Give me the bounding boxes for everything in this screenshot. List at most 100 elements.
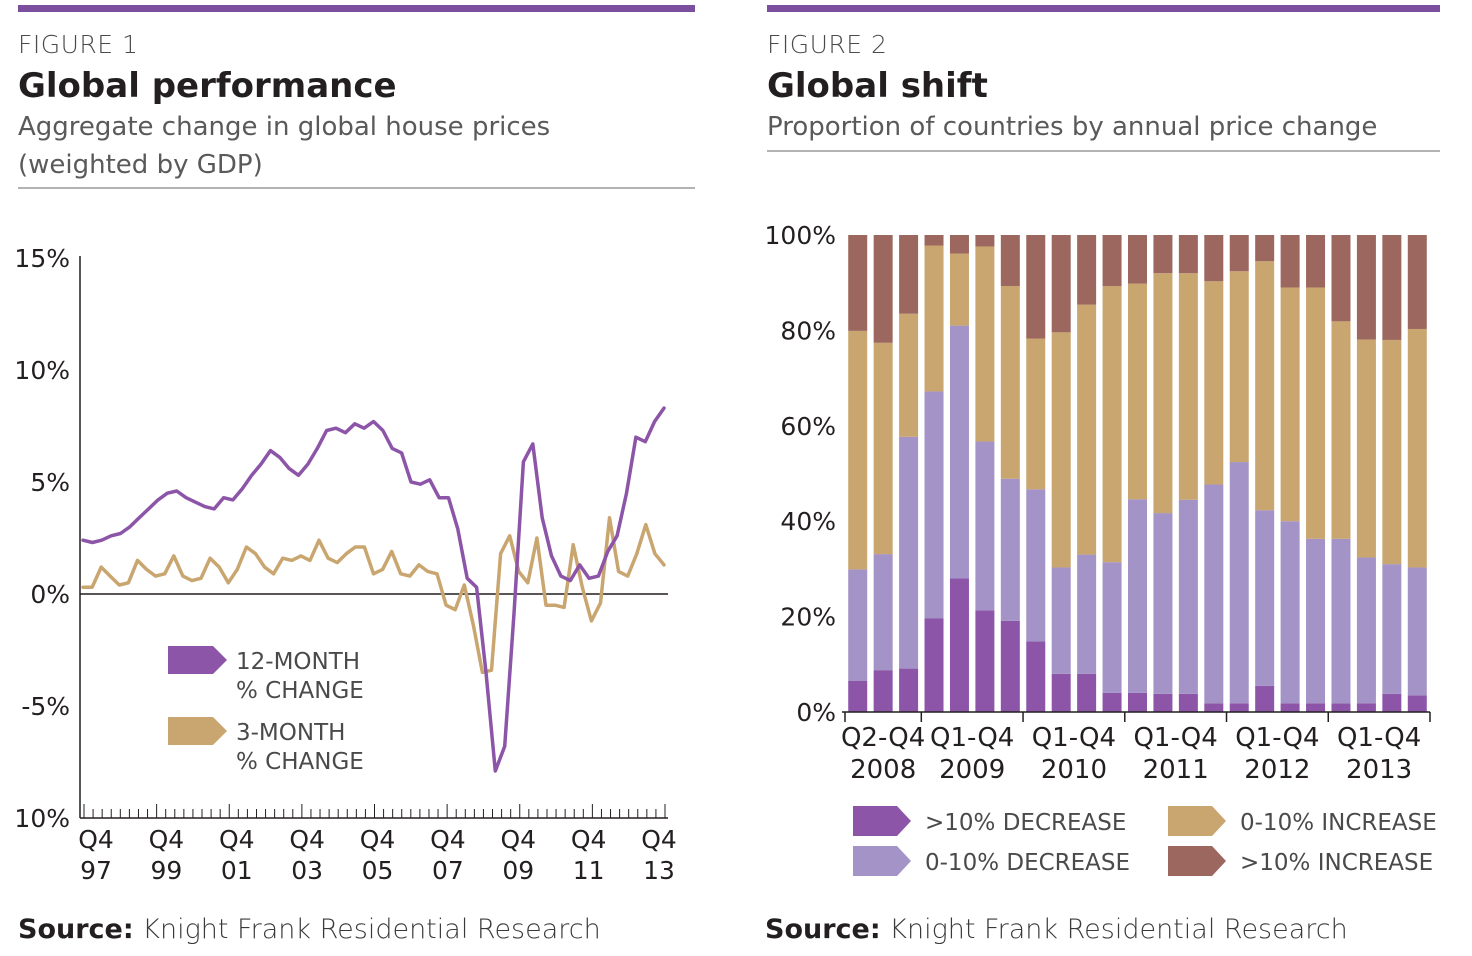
bar-segment-decrease-over-10 <box>1280 703 1300 712</box>
y-tick-label: 100% <box>765 221 836 250</box>
figure2-source-text: Knight Frank Residential Research <box>889 914 1348 945</box>
bar-segment-increase-0-10 <box>1178 273 1198 500</box>
legend-swatch-12-month <box>168 646 227 674</box>
bar-segment-decrease-over-10 <box>899 668 919 712</box>
bar-segment-increase-0-10 <box>1229 271 1249 463</box>
bar-segment-increase-0-10 <box>1255 261 1275 511</box>
bar-segment-decrease-0-10 <box>1255 510 1275 686</box>
x-tick-label-year: 99 <box>150 856 182 885</box>
legend-label: >10% INCREASE <box>1240 850 1433 876</box>
bar-segment-decrease-over-10 <box>1407 695 1427 712</box>
x-group-label-year: 2009 <box>939 755 1005 785</box>
x-tick-label-quarter: Q4 <box>500 825 536 854</box>
bar-segment-decrease-over-10 <box>1331 703 1351 712</box>
bar-segment-increase-over-10 <box>848 235 868 331</box>
figure1-title: Global performance <box>18 66 397 106</box>
figure2-label: FIGURE 2 <box>767 30 888 59</box>
x-tick-label-quarter: Q4 <box>430 825 466 854</box>
bar-segment-decrease-over-10 <box>1000 620 1020 712</box>
bar-segment-decrease-over-10 <box>1382 693 1402 712</box>
bar-segment-decrease-0-10 <box>1331 538 1351 704</box>
legend-swatch-3-month <box>168 717 227 745</box>
bar-segment-decrease-0-10 <box>1356 557 1376 704</box>
bar-segment-decrease-0-10 <box>924 391 944 619</box>
x-tick-label-year: 03 <box>291 856 323 885</box>
x-tick-label-year: 07 <box>432 856 464 885</box>
bar-segment-increase-0-10 <box>1051 332 1071 568</box>
y-tick-label: 10% <box>14 804 70 833</box>
series-line-3-month <box>81 516 666 675</box>
y-tick-label: 15% <box>14 244 70 273</box>
bar-segment-increase-over-10 <box>1382 235 1402 340</box>
bar-segment-decrease-0-10 <box>1407 567 1427 696</box>
bar-segment-increase-over-10 <box>1026 235 1046 339</box>
legend-label: % CHANGE <box>236 678 364 704</box>
bar-segment-increase-0-10 <box>1280 287 1300 522</box>
legend-label: 0-10% DECREASE <box>925 850 1130 876</box>
x-group-label-year: 2010 <box>1041 755 1107 785</box>
x-group-label-quarters: Q1-Q4 <box>930 723 1014 753</box>
y-tick-label: 0% <box>796 698 836 727</box>
bar-segment-decrease-0-10 <box>1382 564 1402 694</box>
y-tick-label: 60% <box>780 412 836 441</box>
x-tick-label-quarter: Q4 <box>78 825 114 854</box>
legend-label: 3-MONTH <box>236 720 345 746</box>
x-tick-label-quarter: Q4 <box>289 825 325 854</box>
x-tick-label-quarter: Q4 <box>219 825 255 854</box>
bar-segment-increase-over-10 <box>1051 235 1071 333</box>
x-tick-label-quarter: Q4 <box>571 825 607 854</box>
bar-segment-decrease-0-10 <box>1229 462 1249 704</box>
bar-segment-increase-0-10 <box>1102 286 1122 563</box>
x-group-label-year: 2013 <box>1346 755 1412 785</box>
figure2-divider <box>767 150 1440 152</box>
x-group-label-quarters: Q1-Q4 <box>1032 723 1116 753</box>
x-group-label-quarters: Q1-Q4 <box>1337 723 1421 753</box>
x-group-label-quarters: Q2-Q4 <box>841 723 925 753</box>
bar-segment-increase-over-10 <box>1407 235 1427 329</box>
bar-segment-decrease-over-10 <box>848 680 868 712</box>
bar-segment-decrease-over-10 <box>1306 703 1326 712</box>
bar-segment-increase-0-10 <box>1331 321 1351 539</box>
x-group-label-year: 2012 <box>1244 755 1310 785</box>
bar-segment-decrease-over-10 <box>975 610 995 712</box>
y-tick-label: 80% <box>780 316 836 345</box>
bar-segment-decrease-0-10 <box>1102 562 1122 693</box>
x-tick-label-year: 11 <box>573 856 605 885</box>
legend-swatch-decrease-over-10 <box>853 806 911 836</box>
legend-label: 0-10% INCREASE <box>1240 810 1437 836</box>
bar-segment-increase-over-10 <box>1128 235 1147 284</box>
bar-segment-increase-over-10 <box>924 235 944 246</box>
x-group-label-year: 2011 <box>1143 755 1209 785</box>
bar-segment-decrease-over-10 <box>1102 692 1122 712</box>
bar-segment-increase-over-10 <box>949 235 969 254</box>
series-line-12-month <box>81 406 666 773</box>
bar-segment-increase-0-10 <box>1407 328 1427 568</box>
bar-segment-decrease-0-10 <box>1077 554 1097 674</box>
bar-segment-increase-0-10 <box>1356 339 1376 558</box>
bar-segment-increase-0-10 <box>975 246 995 442</box>
bar-segment-increase-over-10 <box>1280 235 1300 288</box>
bar-segment-decrease-over-10 <box>1128 692 1147 712</box>
figure1-accent-bar <box>18 5 695 12</box>
legend-label: % CHANGE <box>236 749 364 775</box>
y-tick-label: 10% <box>14 356 70 385</box>
x-tick-label-quarter: Q4 <box>641 825 677 854</box>
legend-swatch-decrease-0-10 <box>853 846 911 876</box>
x-group-label-year: 2008 <box>850 755 916 785</box>
bar-segment-increase-0-10 <box>1382 339 1402 565</box>
y-tick-label: 40% <box>780 507 836 536</box>
figure2-title: Global shift <box>767 66 988 106</box>
bar-segment-increase-over-10 <box>1229 235 1249 272</box>
bar-segment-decrease-0-10 <box>949 325 969 579</box>
x-tick-label-year: 97 <box>80 856 112 885</box>
y-tick-label: 5% <box>30 468 70 497</box>
bar-segment-decrease-over-10 <box>1229 703 1249 712</box>
x-tick-label-year: 13 <box>643 856 675 885</box>
bar-segment-increase-over-10 <box>1204 235 1224 282</box>
x-tick-label-year: 01 <box>221 856 253 885</box>
x-tick-label-quarter: Q4 <box>360 825 396 854</box>
bar-segment-increase-over-10 <box>873 235 893 343</box>
bar-segment-increase-0-10 <box>899 313 919 437</box>
bar-segment-increase-over-10 <box>975 235 995 247</box>
bar-segment-decrease-over-10 <box>924 618 944 712</box>
